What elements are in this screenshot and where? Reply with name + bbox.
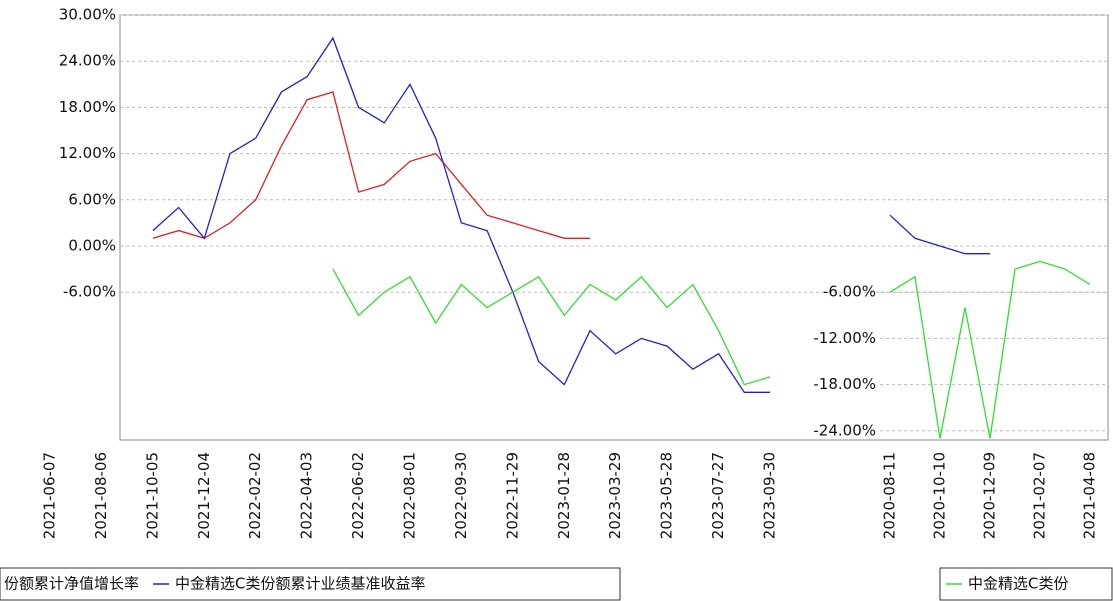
x-tick-label: 2021-04-08 — [1081, 452, 1099, 539]
x-tick-label: 2022-04-03 — [298, 452, 316, 539]
x-tick-label: 2021-12-04 — [195, 452, 213, 539]
x-tick-label: 2023-05-28 — [658, 452, 676, 539]
x-tick-label: 2022-06-02 — [349, 452, 367, 539]
x-tick-label: 2022-11-29 — [503, 452, 521, 539]
y-tick-label: -12.00% — [813, 329, 876, 347]
legend-box — [939, 567, 1113, 601]
legend-label: 中金精选C类份 — [968, 575, 1068, 593]
x-tick-label: 2020-10-10 — [931, 452, 949, 539]
y-tick-label: 24.00% — [59, 52, 116, 70]
series-line — [152, 91, 590, 240]
y-tick-label: -24.00% — [813, 421, 876, 439]
x-tick-label: 2021-10-05 — [143, 452, 161, 539]
x-tick-label: 2020-12-09 — [981, 452, 999, 539]
y-tick-label: -18.00% — [813, 375, 876, 393]
y-tick-label: 30.00% — [59, 6, 116, 24]
plot-frame — [119, 14, 1109, 441]
legend-label: 份额累计净值增长率 — [4, 575, 139, 593]
y-tick-label: -6.00% — [63, 283, 116, 301]
x-tick-label: 2021-06-07 — [41, 452, 59, 539]
x-tick-label: 2020-08-11 — [881, 452, 899, 539]
y-tick-label: 0.00% — [68, 237, 116, 255]
y-tick-label: -6.00% — [823, 283, 876, 301]
x-tick-label: 2022-08-01 — [401, 452, 419, 539]
series-line — [889, 214, 990, 255]
x-tick-label: 2023-09-30 — [761, 452, 779, 539]
y-tick-label: 6.00% — [68, 190, 116, 208]
series-line — [889, 260, 1091, 439]
x-tick-label: 2022-09-30 — [452, 452, 470, 539]
series-line — [332, 268, 771, 386]
legend-label: 中金精选C类份额累计业绩基准收益率 — [175, 575, 425, 593]
y-tick-label: 18.00% — [59, 98, 116, 116]
x-tick-label: 2021-08-06 — [92, 452, 110, 539]
x-tick-label: 2023-07-27 — [709, 452, 727, 539]
x-tick-label: 2021-02-07 — [1031, 452, 1049, 539]
x-tick-label: 2023-03-29 — [606, 452, 624, 539]
legend-box — [0, 567, 621, 601]
x-tick-label: 2022-02-02 — [246, 452, 264, 539]
series-line — [152, 36, 770, 393]
x-tick-label: 2023-01-28 — [555, 452, 573, 539]
y-tick-label: 12.00% — [59, 144, 116, 162]
